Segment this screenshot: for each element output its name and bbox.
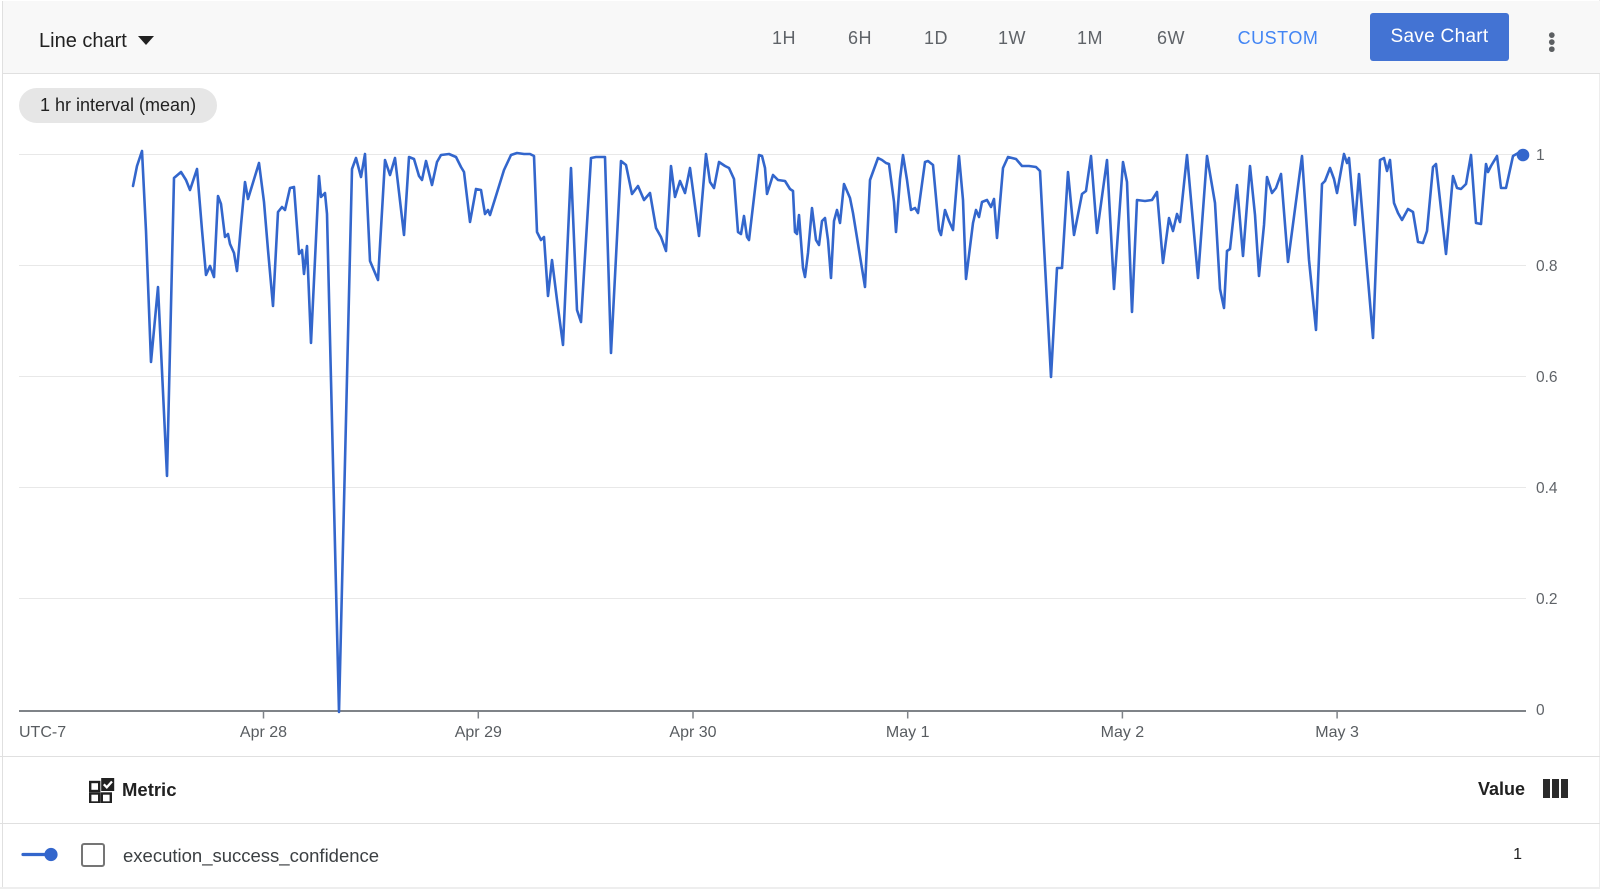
svg-text:Apr 28: Apr 28 (240, 724, 287, 741)
svg-text:0: 0 (1536, 702, 1545, 719)
svg-text:0.8: 0.8 (1536, 258, 1558, 275)
svg-text:0.6: 0.6 (1536, 369, 1558, 386)
svg-text:UTC-7: UTC-7 (19, 724, 66, 741)
svg-text:Apr 29: Apr 29 (455, 724, 502, 741)
svg-text:May 2: May 2 (1101, 724, 1145, 741)
svg-text:Apr 30: Apr 30 (669, 724, 716, 741)
svg-text:0.2: 0.2 (1536, 591, 1558, 608)
svg-text:May 1: May 1 (886, 724, 930, 741)
svg-text:0.4: 0.4 (1536, 480, 1558, 497)
svg-text:1: 1 (1536, 147, 1545, 164)
svg-text:May 3: May 3 (1315, 724, 1359, 741)
